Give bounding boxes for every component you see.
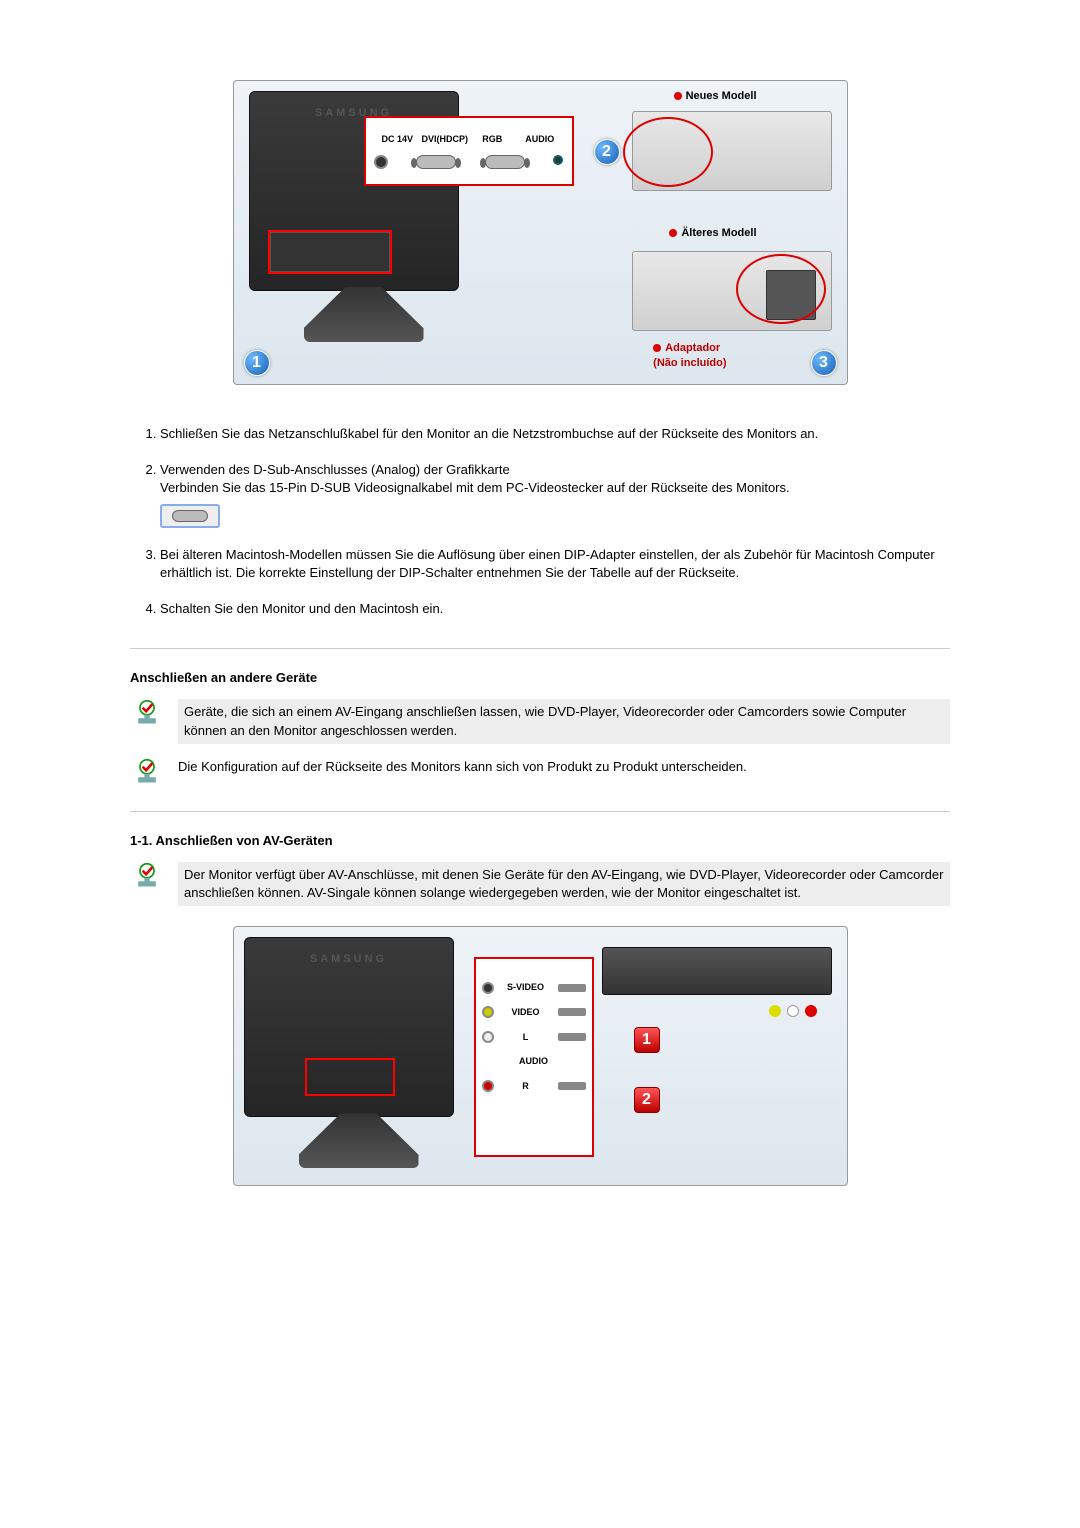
monitor-stand: [304, 287, 424, 342]
monitor-rear-view: SAMSUNG: [244, 937, 474, 1177]
plug-icon: [558, 1033, 586, 1041]
port-dvi-icon: [416, 155, 456, 169]
port-label-dvi: DVI(HDCP): [421, 133, 469, 146]
label-old-model: Älteres Modell: [669, 226, 756, 241]
monitor-side-port-highlight: [305, 1058, 395, 1096]
port-rgb-icon: [485, 155, 525, 169]
svideo-port-icon: [482, 982, 494, 994]
port-label-rgb: RGB: [469, 133, 517, 146]
note-text-2: Die Konfiguration auf der Rückseite des …: [178, 758, 950, 776]
plug-icon: [558, 1082, 586, 1090]
audio-r-port-icon: [482, 1080, 494, 1092]
pc-old-model: [632, 251, 832, 331]
monitor-brand-text: SAMSUNG: [245, 952, 453, 967]
side-port-callout: S-VIDEO VIDEO L AUDIO R: [474, 957, 594, 1157]
note-icon: [130, 862, 164, 895]
connection-diagram-av: SAMSUNG S-VIDEO VIDEO L AUDIO R: [233, 926, 848, 1186]
note-row-1: Geräte, die sich an einem AV-Eingang ans…: [130, 699, 950, 743]
diagram-marker-1: 1: [244, 350, 270, 376]
label-new-model: Neues Modell: [674, 89, 757, 104]
step-2: Verwenden des D-Sub-Anschlusses (Analog)…: [160, 461, 950, 527]
pc-new-model: [632, 111, 832, 191]
separator: [130, 648, 950, 649]
audio-l-label: L: [500, 1031, 552, 1044]
note-icon: [130, 699, 164, 732]
connection-steps-list: Schließen Sie das Netzanschlußkabel für …: [130, 425, 950, 618]
section-title-av-devices: 1-1. Anschließen von AV-Geräten: [130, 832, 950, 850]
step-4: Schalten Sie den Monitor und den Macinto…: [160, 600, 950, 618]
port-audio-icon: [553, 155, 563, 165]
step-3: Bei älteren Macintosh-Modellen müssen Si…: [160, 546, 950, 582]
pc-old-drive: [766, 270, 816, 320]
label-adapter: Adaptador (Não incluído): [653, 341, 726, 372]
monitor-port-panel: [270, 232, 390, 272]
bullet-icon: [674, 92, 682, 100]
bullet-icon: [653, 344, 661, 352]
bullet-icon: [669, 229, 677, 237]
note-icon: [130, 758, 164, 791]
pc-new-port-highlight: [623, 117, 713, 187]
diagram-marker-2: 2: [594, 139, 620, 165]
av-device: [602, 947, 832, 995]
port-callout-box: DC 14V DVI(HDCP) RGB AUDIO: [364, 116, 574, 186]
step-1: Schließen Sie das Netzanschlußkabel für …: [160, 425, 950, 443]
note-text-av: Der Monitor verfügt über AV-Anschlüsse, …: [178, 862, 950, 906]
note-row-av: Der Monitor verfügt über AV-Anschlüsse, …: [130, 862, 950, 906]
av-marker-2: 2: [634, 1087, 660, 1113]
vga-connector-icon: [160, 504, 220, 528]
rca-white-icon: [787, 1005, 799, 1017]
note-text-1: Geräte, die sich an einem AV-Eingang ans…: [178, 699, 950, 743]
video-port-icon: [482, 1006, 494, 1018]
diagram-marker-3: 3: [811, 350, 837, 376]
plug-icon: [558, 1008, 586, 1016]
av-device-ports: [769, 1005, 817, 1017]
separator: [130, 811, 950, 812]
port-label-audio: AUDIO: [516, 133, 564, 146]
port-label-dc: DC 14V: [374, 133, 422, 146]
rca-red-icon: [805, 1005, 817, 1017]
note-row-2: Die Konfiguration auf der Rückseite des …: [130, 758, 950, 791]
connection-diagram-macintosh: SAMSUNG DC 14V DVI(HDCP) RGB AUDIO Neues…: [233, 80, 848, 385]
plug-icon: [558, 984, 586, 992]
audio-mid-label: AUDIO: [482, 1055, 586, 1068]
section-title-other-devices: Anschließen an andere Geräte: [130, 669, 950, 687]
av-marker-1: 1: [634, 1027, 660, 1053]
port-dc-icon: [374, 155, 388, 169]
rca-yellow-icon: [769, 1005, 781, 1017]
audio-l-port-icon: [482, 1031, 494, 1043]
video-label: VIDEO: [500, 1006, 552, 1019]
audio-r-label: R: [500, 1080, 552, 1093]
svideo-label: S-VIDEO: [500, 981, 552, 994]
monitor-stand: [299, 1113, 419, 1168]
